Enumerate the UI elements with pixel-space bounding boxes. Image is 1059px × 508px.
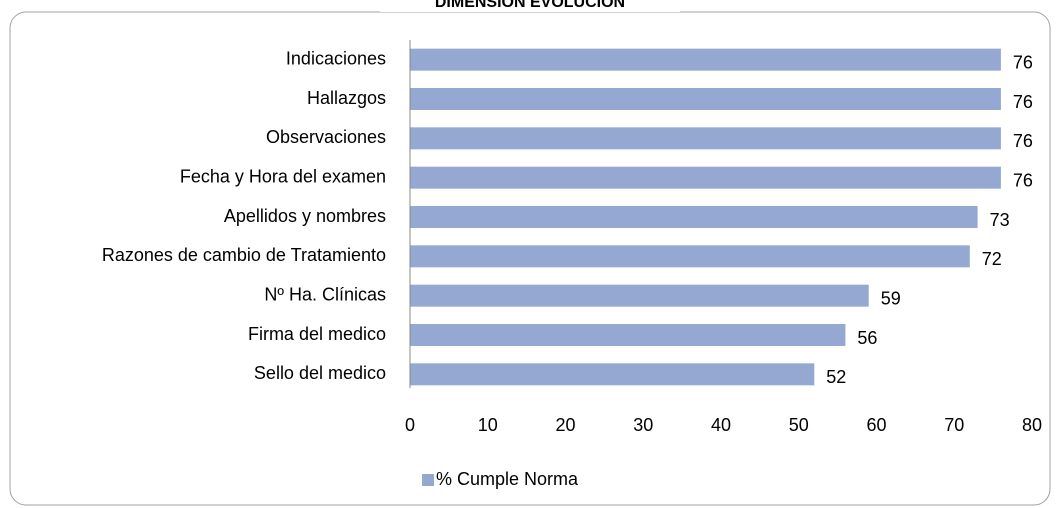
bar [410, 245, 970, 268]
y-tick-label: Firma del medico [248, 324, 386, 344]
y-tick-label: Razones de cambio de Tratamiento [102, 245, 386, 265]
x-tick-label: 50 [789, 415, 809, 435]
bar [410, 127, 1001, 150]
chart-title: DIMENSIÓN EVOLUCIÓN [435, 0, 625, 11]
x-tick-label: 60 [866, 415, 886, 435]
data-label: 72 [982, 249, 1002, 269]
data-label: 76 [1013, 131, 1033, 151]
y-tick-label: Hallazgos [307, 88, 386, 108]
data-label: 76 [1013, 170, 1033, 190]
data-label: 59 [881, 288, 901, 308]
y-tick-label: Apellidos y nombres [224, 206, 386, 226]
title-backdrop [380, 0, 680, 12]
bar [410, 324, 846, 346]
y-tick-label: Indicaciones [286, 48, 386, 68]
bar [410, 88, 1001, 110]
legend-swatch [422, 474, 434, 486]
x-tick-label: 70 [944, 415, 964, 435]
y-tick-label: Sello del medico [254, 363, 386, 383]
data-label: 73 [990, 210, 1010, 230]
y-tick-label: Observaciones [266, 127, 386, 147]
data-label: 52 [826, 367, 846, 387]
data-label: 76 [1013, 52, 1033, 72]
x-tick-label: 80 [1022, 415, 1042, 435]
bar [410, 363, 815, 386]
x-tick-label: 20 [555, 415, 575, 435]
data-label: 56 [857, 328, 877, 348]
x-tick-label: 40 [711, 415, 731, 435]
bar [410, 206, 978, 228]
x-tick-label: 0 [405, 415, 415, 435]
data-label: 76 [1013, 92, 1033, 112]
bar [410, 284, 869, 307]
y-tick-label: Nº Ha. Clínicas [264, 284, 386, 304]
legend-label: % Cumple Norma [436, 469, 579, 489]
x-tick-label: 10 [478, 415, 498, 435]
bar [410, 48, 1001, 71]
x-tick-label: 30 [633, 415, 653, 435]
y-tick-label: Fecha y Hora del examen [180, 166, 386, 186]
bar [410, 166, 1001, 189]
